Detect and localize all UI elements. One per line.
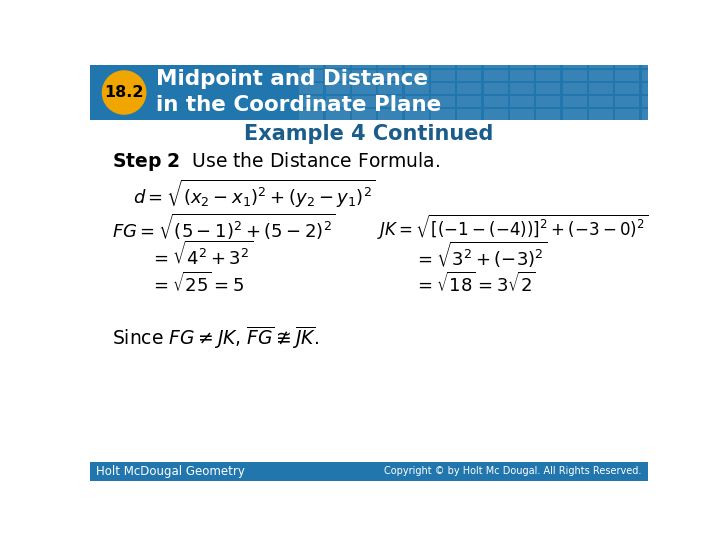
Text: $= \sqrt{3^2+(-3)^2}$: $= \sqrt{3^2+(-3)^2}$ — [414, 240, 547, 270]
Bar — [457, 96, 482, 107]
Bar — [668, 110, 692, 120]
Bar — [325, 70, 350, 81]
Bar — [300, 96, 323, 107]
Bar — [642, 96, 666, 107]
Bar — [378, 70, 402, 81]
Text: Holt McDougal Geometry: Holt McDougal Geometry — [96, 465, 245, 478]
Bar — [378, 83, 402, 94]
Bar — [510, 110, 534, 120]
Bar — [510, 70, 534, 81]
Bar — [536, 57, 560, 68]
Bar — [325, 57, 350, 68]
Text: Since $\mathit{FG} \neq \mathit{JK}$, $\overline{\mathit{FG}} \ncong \overline{\: Since $\mathit{FG} \neq \mathit{JK}$, $\… — [112, 325, 319, 352]
Bar — [642, 57, 666, 68]
Bar — [589, 57, 613, 68]
Bar — [325, 110, 350, 120]
Bar — [616, 110, 639, 120]
Bar — [352, 96, 376, 107]
Bar — [616, 70, 639, 81]
Bar — [668, 83, 692, 94]
Bar — [484, 57, 508, 68]
Bar — [431, 96, 455, 107]
Bar — [457, 83, 482, 94]
Bar — [378, 110, 402, 120]
Bar — [352, 83, 376, 94]
Bar — [616, 96, 639, 107]
Bar — [405, 57, 428, 68]
Bar — [378, 57, 402, 68]
Bar — [405, 83, 428, 94]
Bar — [457, 70, 482, 81]
Bar — [563, 96, 587, 107]
Bar — [431, 110, 455, 120]
Bar — [668, 96, 692, 107]
Bar — [325, 96, 350, 107]
Text: $= \sqrt{25} = 5$: $= \sqrt{25} = 5$ — [150, 272, 244, 295]
Bar — [405, 96, 428, 107]
Bar — [563, 83, 587, 94]
Text: Example 4 Continued: Example 4 Continued — [244, 124, 494, 144]
Bar — [510, 57, 534, 68]
Bar — [536, 70, 560, 81]
Text: $\mathit{FG} = \sqrt{(5-1)^2+(5-2)^2}$: $\mathit{FG} = \sqrt{(5-1)^2+(5-2)^2}$ — [112, 211, 336, 242]
Text: $\mathit{JK} = \sqrt{[(-1-(-4))]^2+(-3-0)^2}$: $\mathit{JK} = \sqrt{[(-1-(-4))]^2+(-3-0… — [377, 212, 648, 241]
Bar — [457, 57, 482, 68]
Bar — [563, 110, 587, 120]
Bar — [589, 96, 613, 107]
Bar — [484, 70, 508, 81]
Text: in the Coordinate Plane: in the Coordinate Plane — [156, 95, 441, 115]
Bar — [457, 110, 482, 120]
Bar — [431, 83, 455, 94]
Bar — [536, 96, 560, 107]
Bar — [536, 110, 560, 120]
Bar — [405, 70, 428, 81]
Bar — [90, 462, 648, 481]
Bar — [510, 96, 534, 107]
Bar — [642, 83, 666, 94]
Text: $= \sqrt{18} = 3\sqrt{2}$: $= \sqrt{18} = 3\sqrt{2}$ — [414, 272, 536, 295]
Bar — [563, 57, 587, 68]
Bar — [431, 70, 455, 81]
Bar — [616, 57, 639, 68]
Bar — [300, 57, 323, 68]
Bar — [405, 110, 428, 120]
Text: $\mathit{d} = \sqrt{(\mathit{x}_2 - \mathit{x}_1)^2 + (\mathit{y}_2 - \mathit{y}: $\mathit{d} = \sqrt{(\mathit{x}_2 - \mat… — [132, 178, 376, 211]
Bar — [616, 83, 639, 94]
Circle shape — [102, 71, 145, 114]
Bar — [352, 110, 376, 120]
Bar — [90, 65, 648, 120]
Bar — [484, 110, 508, 120]
Bar — [563, 70, 587, 81]
Bar — [589, 83, 613, 94]
Bar — [589, 110, 613, 120]
Bar — [300, 83, 323, 94]
Bar — [668, 57, 692, 68]
Bar — [325, 83, 350, 94]
Bar — [300, 70, 323, 81]
Bar — [642, 70, 666, 81]
Bar — [589, 70, 613, 81]
Bar — [352, 70, 376, 81]
Bar — [668, 70, 692, 81]
Bar — [642, 110, 666, 120]
Bar — [484, 83, 508, 94]
Text: Midpoint and Distance: Midpoint and Distance — [156, 69, 428, 89]
Bar — [378, 96, 402, 107]
Text: 18.2: 18.2 — [104, 85, 144, 100]
Bar — [536, 83, 560, 94]
Bar — [300, 110, 323, 120]
Bar — [431, 57, 455, 68]
Bar — [352, 57, 376, 68]
Text: $\mathbf{Step\ 2}$  Use the Distance Formula.: $\mathbf{Step\ 2}$ Use the Distance Form… — [112, 150, 440, 173]
Bar — [484, 96, 508, 107]
Text: Copyright © by Holt Mc Dougal. All Rights Reserved.: Copyright © by Holt Mc Dougal. All Right… — [384, 467, 642, 476]
Bar — [510, 83, 534, 94]
Text: $= \sqrt{4^2+3^2}$: $= \sqrt{4^2+3^2}$ — [150, 241, 253, 269]
